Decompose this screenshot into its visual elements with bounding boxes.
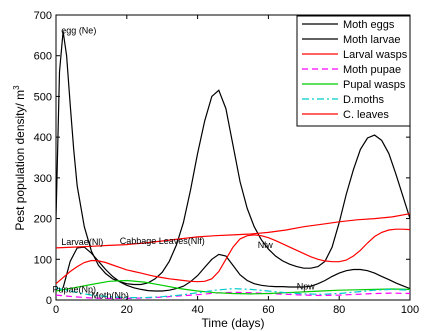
- y-tick-label: 500: [34, 91, 52, 103]
- legend-box: [296, 15, 411, 127]
- curve-annotation: Larvae(Nl): [61, 237, 103, 247]
- curve-annotation: Cabbage Leaves(Nlf): [120, 236, 205, 246]
- curve-annotation: Pupae(Np): [52, 285, 96, 295]
- x-tick-label: 100: [401, 304, 419, 316]
- curve-annotations: egg (Ne) Larvae(Nl) Cabbage Leaves(Nlf) Nlw…: [52, 25, 315, 300]
- legend-label: Larval wasps: [343, 49, 408, 61]
- series-line-d-moths: [56, 287, 410, 299]
- legend-label: Moth pupae: [343, 64, 401, 76]
- y-axis-label-text: Pest population density/ m: [13, 90, 27, 231]
- curve-annotation: Moth(Nb): [91, 290, 129, 300]
- series-line-moth-pupae: [56, 291, 410, 299]
- y-tick-label: 0: [46, 295, 52, 307]
- y-axis-label: Pest population density/ m3: [12, 85, 27, 231]
- legend-label: C. leaves: [343, 109, 389, 121]
- y-axis-ticks: 0 100 200 300 400 500 600 700: [34, 10, 410, 307]
- legend-label: Moth larvae: [343, 34, 400, 46]
- legend: Moth eggs Moth larvae Larval wasps Moth pup…: [296, 15, 411, 127]
- x-tick-label: 20: [121, 304, 133, 316]
- x-tick-label: 60: [262, 304, 274, 316]
- series-line-moth-eggs: [56, 31, 410, 286]
- y-tick-label: 200: [34, 214, 52, 226]
- x-tick-label: 40: [191, 304, 203, 316]
- y-tick-label: 600: [34, 51, 52, 63]
- legend-label: Pupal wasps: [343, 79, 406, 91]
- x-axis-label: Time (days): [202, 316, 265, 330]
- series-line-c-leaves: [56, 213, 410, 249]
- y-tick-label: 100: [34, 254, 52, 266]
- x-tick-label: 0: [53, 304, 59, 316]
- series-line-moth-larvae: [62, 246, 410, 292]
- x-tick-label: 80: [333, 304, 345, 316]
- curve-annotation: egg (Ne): [61, 25, 96, 35]
- legend-label: D.moths: [343, 94, 384, 106]
- y-tick-label: 400: [34, 132, 52, 144]
- y-tick-label: 700: [34, 10, 52, 22]
- series-line-pupal-wasps: [56, 279, 410, 295]
- legend-label: Moth eggs: [343, 19, 395, 31]
- y-axis-label-superscript: 3: [12, 85, 21, 90]
- curve-annotation: Nlw: [258, 240, 273, 250]
- y-tick-label: 300: [34, 173, 52, 185]
- curve-annotation: Npw: [297, 281, 316, 291]
- series-line-larval-wasps: [56, 228, 410, 285]
- series-lines: [56, 31, 410, 299]
